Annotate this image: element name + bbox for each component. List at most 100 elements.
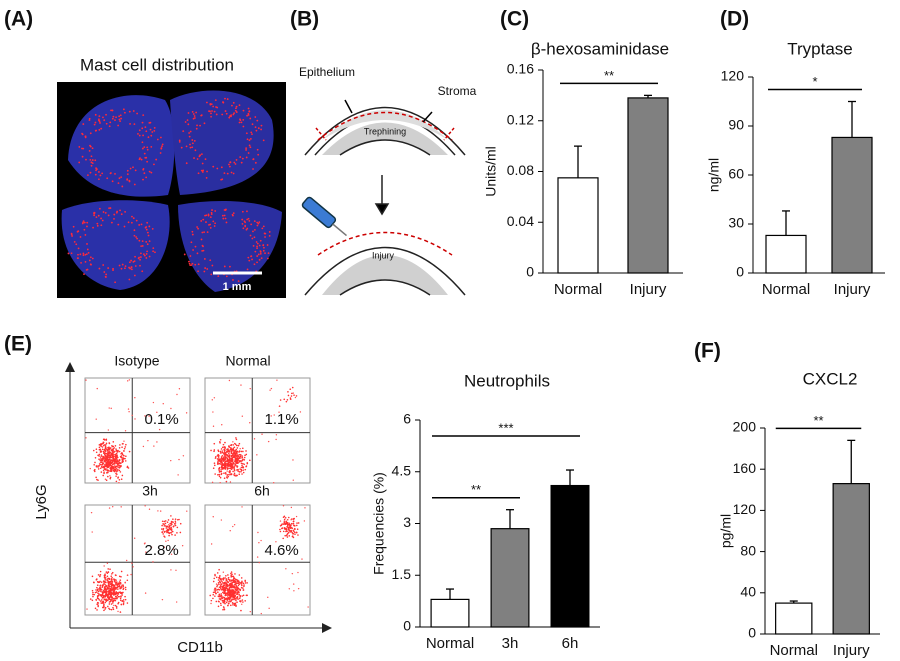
event-dot (112, 456, 114, 459)
event-dot (170, 520, 173, 523)
event-dot (119, 471, 122, 473)
event-dot (106, 452, 109, 454)
event-dot (99, 461, 102, 463)
mast-cell (87, 252, 90, 254)
event-dot (150, 546, 153, 548)
mast-cell (191, 230, 194, 233)
event-dot (172, 518, 174, 520)
event-dot (228, 464, 231, 466)
event-dot (229, 447, 232, 449)
mast-cell (144, 156, 147, 159)
mast-cell (146, 250, 149, 253)
event-dot (294, 525, 296, 527)
mast-cell (98, 207, 101, 210)
event-dot (216, 458, 219, 460)
mast-cell (130, 266, 133, 269)
event-dot (174, 524, 177, 527)
event-dot (284, 534, 287, 537)
mast-cell (89, 132, 92, 135)
mast-cell (185, 162, 188, 165)
mast-cell (254, 161, 257, 164)
mast-cell (92, 226, 94, 229)
mast-cell (156, 138, 159, 141)
mast-cell (96, 224, 99, 227)
event-dot (213, 442, 216, 445)
mast-cell (139, 252, 142, 255)
event-dot (234, 454, 237, 457)
event-dot (121, 600, 124, 603)
mast-cell (128, 261, 131, 264)
mast-cell (120, 267, 123, 270)
event-dot (227, 591, 229, 593)
event-dot (98, 599, 101, 601)
event-dot (109, 568, 111, 571)
mast-cell (142, 178, 144, 181)
event-dot (238, 451, 240, 453)
flow-percent: 4.6% (265, 542, 299, 559)
event-dot (285, 528, 288, 531)
event-dot (96, 584, 99, 587)
event-dot (212, 593, 215, 596)
event-dot (108, 593, 111, 596)
event-dot (115, 480, 118, 483)
event-dot (124, 586, 127, 589)
axis-title: Ly6G (33, 484, 50, 519)
event-dot (94, 591, 97, 594)
event-dot (172, 548, 174, 550)
mast-cell (145, 257, 148, 259)
mast-cell (230, 171, 233, 174)
event-dot (116, 462, 118, 465)
event-dot (95, 451, 98, 454)
mast-cell (195, 127, 198, 130)
event-dot (236, 597, 239, 599)
mast-cell (268, 231, 271, 233)
mast-cell (244, 221, 247, 224)
mast-cell (178, 139, 181, 142)
event-dot (242, 469, 245, 471)
significance-label: * (812, 74, 817, 89)
event-dot (115, 591, 118, 593)
event-dot (283, 398, 286, 401)
event-dot (217, 474, 219, 476)
event-dot (111, 582, 113, 584)
mast-cell (244, 225, 247, 228)
event-dot (299, 411, 302, 413)
mast-cell (141, 141, 144, 144)
mast-cell (161, 143, 164, 146)
event-dot (102, 469, 105, 472)
event-dot (224, 577, 226, 579)
event-dot (98, 458, 100, 461)
mast-cell (90, 155, 93, 158)
event-dot (166, 521, 169, 524)
event-dot (242, 594, 245, 597)
event-dot (286, 399, 289, 401)
event-dot (233, 466, 236, 468)
mast-cell (201, 244, 204, 247)
event-dot (236, 601, 238, 603)
event-dot (96, 596, 99, 598)
mast-cell (102, 264, 105, 266)
mast-cell (252, 168, 254, 170)
mast-cell (242, 227, 245, 230)
event-dot (242, 462, 244, 465)
event-dot (98, 444, 101, 446)
event-dot (128, 379, 131, 381)
event-dot (103, 588, 106, 591)
mast-cell (81, 132, 84, 135)
event-dot (223, 608, 226, 611)
mast-cell (79, 236, 82, 238)
event-dot (270, 415, 272, 417)
event-dot (105, 469, 107, 471)
event-dot (223, 446, 226, 448)
mast-cell (146, 221, 149, 224)
event-dot (241, 459, 244, 461)
event-dot (217, 463, 220, 465)
event-dot (103, 609, 105, 612)
mast-cell (247, 152, 250, 154)
event-dot (217, 591, 219, 594)
event-dot (229, 481, 232, 483)
event-dot (289, 388, 292, 391)
mast-cell (261, 227, 264, 230)
y-tick-label: 30 (728, 215, 744, 231)
event-dot (222, 463, 225, 466)
